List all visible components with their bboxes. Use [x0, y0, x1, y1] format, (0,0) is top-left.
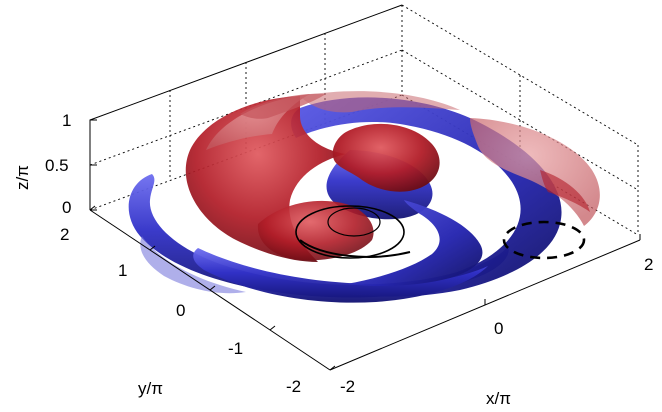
y-tick-label: 1	[118, 261, 127, 280]
z-tick-label: 1	[62, 111, 71, 130]
tick-mark	[269, 325, 276, 331]
vortex-ring-solid-lower	[299, 239, 411, 258]
vortex-ring-solid-inner	[327, 207, 381, 237]
x-tick-label: 0	[494, 319, 503, 338]
front-box	[89, 119, 641, 371]
blue-lower-band	[193, 248, 488, 303]
red-arm-right-dark	[540, 170, 590, 212]
grid-line	[401, 49, 639, 191]
x-tick-label: 2	[644, 255, 653, 274]
positive-isosurface	[185, 91, 600, 262]
blue-outer-rim	[140, 236, 246, 294]
y-axis: 2 1 0 -1 -2 y/π	[60, 225, 301, 398]
x-axis-label: x/π	[486, 389, 511, 408]
tick-mark	[89, 205, 96, 211]
z-axis-label: z/π	[13, 165, 32, 190]
y-axis-label: y/π	[138, 379, 163, 398]
red-lower-lobe	[257, 200, 374, 261]
y-tick-label: -1	[228, 339, 243, 358]
x-axis: -2 0 2 x/π	[340, 255, 653, 408]
z-tick-label: 0	[62, 198, 71, 217]
vortex-rings	[295, 205, 586, 260]
y-tick-label: 2	[60, 225, 69, 244]
tick-mark	[149, 245, 156, 251]
z-tick-label: 0.5	[45, 156, 69, 175]
z-axis: 1 0.5 0 z/π	[13, 111, 71, 217]
tick-mark	[329, 365, 336, 371]
red-core-lobe	[332, 123, 440, 192]
blue-front-band	[346, 200, 483, 286]
tick-mark	[209, 285, 216, 291]
x-tick-label: -2	[340, 377, 355, 396]
y-tick-label: 0	[176, 301, 185, 320]
vortex-ring-dashed	[502, 220, 586, 260]
red-far-arm	[300, 91, 460, 113]
grid-line	[401, 4, 639, 146]
vortex-ring-solid-outer	[295, 205, 405, 259]
y-tick-label: -2	[286, 377, 301, 396]
